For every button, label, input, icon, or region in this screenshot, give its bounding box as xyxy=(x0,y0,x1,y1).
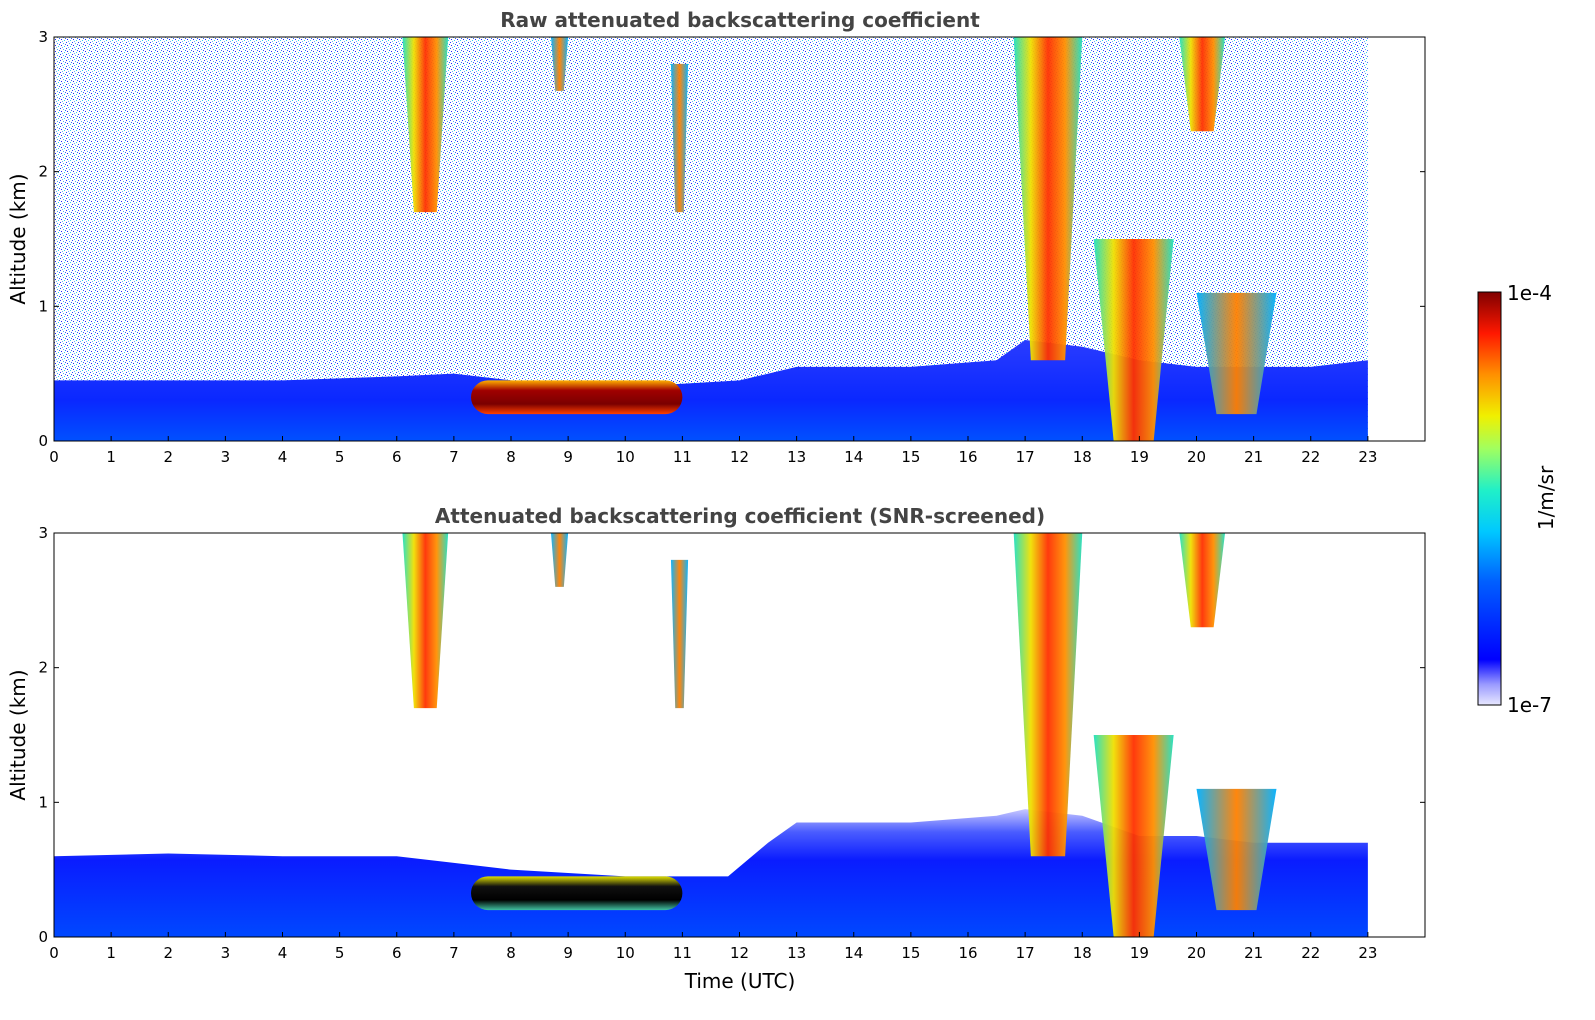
cloud-feature-screened-6 xyxy=(1093,735,1174,937)
x-tick-label-raw: 15 xyxy=(901,448,920,466)
x-tick-label-screened: 16 xyxy=(958,944,977,962)
x-tick-label-screened: 4 xyxy=(278,944,288,962)
cloud-feature-raw-5 xyxy=(1013,37,1083,361)
cloud-feature-screened-4 xyxy=(471,876,683,911)
plot-area-raw xyxy=(54,37,1368,441)
cloud-feature-screened-1 xyxy=(402,533,449,709)
x-tick-label-screened: 18 xyxy=(1073,944,1092,962)
cloud-feature-raw-6 xyxy=(1093,239,1174,441)
cloud-feature-screened-7 xyxy=(1179,533,1226,628)
x-axis-raw: 0 1 2 3 4 5 6 7 8 9 10 11 12 13 14 15 16 17 18 19 20 21 22 23 xyxy=(49,436,1377,466)
x-tick-label-screened: 15 xyxy=(901,944,920,962)
colorbar-unit-label: 1/m/sr xyxy=(1534,465,1558,530)
x-tick-label-screened: 13 xyxy=(787,944,806,962)
cloud-feature-screened-8 xyxy=(1196,788,1277,911)
y-tick-label-raw: 3 xyxy=(38,28,48,46)
x-tick-label-screened: 5 xyxy=(335,944,345,962)
x-tick-label-screened: 20 xyxy=(1187,944,1206,962)
x-tick-label-raw: 21 xyxy=(1244,448,1263,466)
x-tick-label-raw: 12 xyxy=(730,448,749,466)
x-tick-label-raw: 3 xyxy=(221,448,231,466)
x-tick-label-raw: 10 xyxy=(616,448,635,466)
y-axis-label-screened: Altitude (km) xyxy=(6,669,30,800)
colorbar-min-label: 1e-7 xyxy=(1507,693,1552,717)
x-tick-label-screened: 3 xyxy=(221,944,231,962)
x-tick-label-raw: 6 xyxy=(392,448,402,466)
x-tick-label-screened: 23 xyxy=(1358,944,1377,962)
y-tick-label-raw: 1 xyxy=(38,297,48,315)
x-tick-label-screened: 17 xyxy=(1016,944,1035,962)
x-tick-label-raw: 4 xyxy=(278,448,288,466)
x-tick-label-raw: 8 xyxy=(506,448,516,466)
x-tick-label-screened: 11 xyxy=(673,944,692,962)
cloud-feature-raw-4 xyxy=(471,380,683,415)
y-tick-label-raw: 2 xyxy=(38,163,48,181)
x-tick-label-screened: 6 xyxy=(392,944,402,962)
y-tick-label-screened: 0 xyxy=(38,928,48,946)
cloud-feature-raw-1 xyxy=(402,37,449,213)
x-tick-label-raw: 22 xyxy=(1301,448,1320,466)
colorbar: 1e-4 1e-7 1/m/sr xyxy=(1477,281,1558,717)
x-tick-label-screened: 14 xyxy=(844,944,863,962)
x-tick-label-screened: 9 xyxy=(563,944,573,962)
x-tick-label-screened: 1 xyxy=(106,944,116,962)
x-tick-label-screened: 2 xyxy=(163,944,173,962)
panel-title-screened: Attenuated backscattering coefficient (S… xyxy=(435,504,1045,528)
x-tick-label-raw: 14 xyxy=(844,448,863,466)
colorbar-gradient xyxy=(1477,291,1502,706)
x-tick-label-raw: 23 xyxy=(1358,448,1377,466)
x-tick-label-screened: 19 xyxy=(1130,944,1149,962)
x-tick-label-screened: 10 xyxy=(616,944,635,962)
x-tick-label-raw: 13 xyxy=(787,448,806,466)
x-axis-screened: 0 1 2 3 4 5 6 7 8 9 10 11 12 13 14 15 16 17 18 19 20 21 22 23 xyxy=(49,932,1377,962)
x-tick-label-raw: 20 xyxy=(1187,448,1206,466)
cloud-feature-screened-3 xyxy=(670,559,689,709)
panel-title-raw: Raw attenuated backscattering coefficien… xyxy=(500,8,980,32)
x-tick-label-raw: 0 xyxy=(49,448,59,466)
x-tick-label-raw: 19 xyxy=(1130,448,1149,466)
cloud-feature-raw-3 xyxy=(670,63,689,213)
y-tick-label-screened: 2 xyxy=(38,659,48,677)
x-tick-label-screened: 21 xyxy=(1244,944,1263,962)
x-tick-label-screened: 12 xyxy=(730,944,749,962)
panel-raw: Raw attenuated backscattering coefficien… xyxy=(6,8,1426,466)
colorbar-max-label: 1e-4 xyxy=(1507,281,1552,305)
x-tick-label-raw: 2 xyxy=(163,448,173,466)
cloud-feature-raw-8 xyxy=(1196,292,1277,415)
panel-screened: Attenuated backscattering coefficient (S… xyxy=(6,504,1426,993)
x-tick-label-raw: 9 xyxy=(563,448,573,466)
x-axis-label: Time (UTC) xyxy=(684,969,796,993)
y-axis-raw: 0 1 2 3 xyxy=(38,28,1425,450)
x-tick-label-raw: 5 xyxy=(335,448,345,466)
x-tick-label-raw: 11 xyxy=(673,448,692,466)
x-tick-label-raw: 17 xyxy=(1016,448,1035,466)
y-axis-label-raw: Altitude (km) xyxy=(6,173,30,304)
x-tick-label-screened: 22 xyxy=(1301,944,1320,962)
y-tick-label-screened: 3 xyxy=(38,524,48,542)
plot-area-screened xyxy=(54,533,1368,937)
y-axis-screened: 0 1 2 3 xyxy=(38,524,1425,946)
x-tick-label-screened: 0 xyxy=(49,944,59,962)
x-tick-label-raw: 1 xyxy=(106,448,116,466)
x-tick-label-raw: 16 xyxy=(958,448,977,466)
boundary-layer-screened xyxy=(54,809,1368,937)
x-tick-label-raw: 7 xyxy=(449,448,459,466)
y-tick-label-raw: 0 xyxy=(38,432,48,450)
cloud-feature-raw-2 xyxy=(550,37,569,91)
x-tick-label-screened: 8 xyxy=(506,944,516,962)
y-tick-label-screened: 1 xyxy=(38,793,48,811)
cloud-feature-screened-2 xyxy=(550,533,569,587)
cloud-feature-screened-5 xyxy=(1013,533,1083,857)
x-tick-label-raw: 18 xyxy=(1073,448,1092,466)
boundary-layer-raw xyxy=(54,340,1368,441)
x-tick-label-screened: 7 xyxy=(449,944,459,962)
cloud-feature-raw-7 xyxy=(1179,37,1226,132)
